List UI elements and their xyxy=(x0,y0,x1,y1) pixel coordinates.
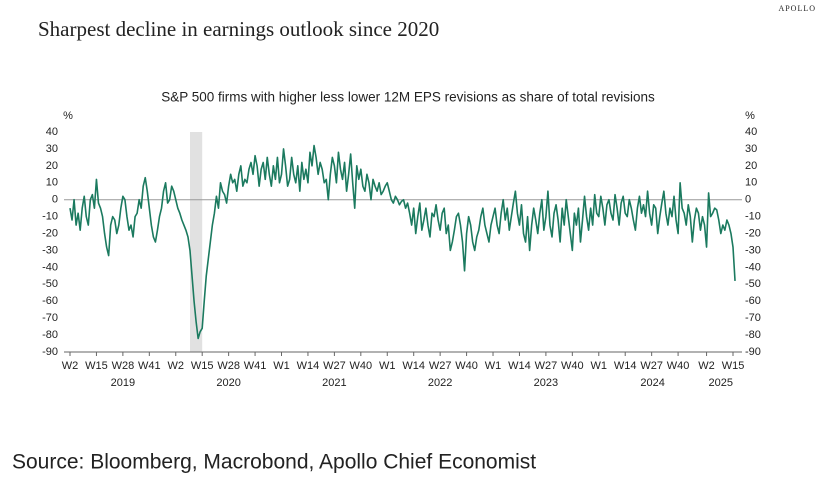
x-tick-label: W27 xyxy=(323,360,346,372)
year-label: 2021 xyxy=(322,377,346,389)
year-label: 2024 xyxy=(640,377,664,389)
year-label: 2020 xyxy=(216,377,240,389)
x-tick-label: W1 xyxy=(591,360,608,372)
x-tick-label: W14 xyxy=(402,360,425,372)
x-tick-label: W40 xyxy=(561,360,584,372)
x-tick-label: W14 xyxy=(508,360,531,372)
y2-tick-label: -10 xyxy=(745,211,761,223)
y-tick-label: -20 xyxy=(42,227,58,239)
x-tick-label: W28 xyxy=(217,360,240,372)
y-tick-label: 10 xyxy=(46,177,58,189)
y-tick-label: -40 xyxy=(42,261,58,273)
x-tick-label: W2 xyxy=(698,360,715,372)
x-tick-label: W2 xyxy=(62,360,79,372)
x-tick-label: W41 xyxy=(244,360,267,372)
y2-tick-label: -50 xyxy=(745,278,761,290)
x-tick-label: W27 xyxy=(640,360,663,372)
y2-unit: % xyxy=(745,110,755,122)
source: Source: Bloomberg, Macrobond, Apollo Chi… xyxy=(12,451,536,474)
y-tick-label: -80 xyxy=(42,329,58,341)
brand: APOLLO xyxy=(778,4,816,13)
y-tick-label: -90 xyxy=(42,346,58,358)
x-tick-label: W1 xyxy=(485,360,502,372)
y2-tick-label: -90 xyxy=(745,346,761,358)
y2-tick-label: 0 xyxy=(745,194,751,206)
y2-tick-label: -40 xyxy=(745,261,761,273)
y2-tick-label: -60 xyxy=(745,295,761,307)
x-tick-label: W40 xyxy=(667,360,690,372)
chart-subtitle: S&P 500 firms with higher less lower 12M… xyxy=(161,90,655,105)
x-tick-label: W1 xyxy=(273,360,290,372)
x-tick-label: W14 xyxy=(614,360,637,372)
data-line xyxy=(69,144,736,340)
y2-tick-label: 10 xyxy=(745,177,757,189)
x-tick-label: W15 xyxy=(85,360,108,372)
x-tick-label: W2 xyxy=(168,360,185,372)
y-tick-label: -70 xyxy=(42,312,58,324)
y-tick-label: -30 xyxy=(42,244,58,256)
y2-tick-label: -30 xyxy=(745,244,761,256)
y-tick-label: 40 xyxy=(46,126,58,138)
y-tick-label: -10 xyxy=(42,211,58,223)
y2-tick-label: -70 xyxy=(745,312,761,324)
year-label: 2019 xyxy=(111,377,135,389)
y-tick-label: -50 xyxy=(42,278,58,290)
y2-tick-label: 20 xyxy=(745,160,757,172)
x-tick-label: W41 xyxy=(138,360,161,372)
y2-tick-label: 40 xyxy=(745,126,757,138)
y-tick-label: 30 xyxy=(46,143,58,155)
year-label: 2025 xyxy=(709,377,733,389)
y-tick-label: 20 xyxy=(46,160,58,172)
year-label: 2023 xyxy=(534,377,558,389)
x-tick-label: W28 xyxy=(112,360,135,372)
year-label: 2022 xyxy=(428,377,452,389)
x-tick-label: W15 xyxy=(191,360,214,372)
x-tick-label: W14 xyxy=(297,360,320,372)
x-tick-label: W40 xyxy=(455,360,478,372)
y-tick-label: 0 xyxy=(52,194,58,206)
y-tick-label: -60 xyxy=(42,295,58,307)
y2-tick-label: -20 xyxy=(745,227,761,239)
x-tick-label: W27 xyxy=(429,360,452,372)
y2-tick-label: -80 xyxy=(745,329,761,341)
x-tick-label: W15 xyxy=(722,360,745,372)
chart-title: Sharpest decline in earnings outlook sin… xyxy=(38,17,439,41)
y-unit: % xyxy=(63,110,73,122)
y2-tick-label: 30 xyxy=(745,143,757,155)
x-tick-label: W40 xyxy=(350,360,373,372)
x-tick-label: W1 xyxy=(379,360,396,372)
x-tick-label: W27 xyxy=(535,360,558,372)
